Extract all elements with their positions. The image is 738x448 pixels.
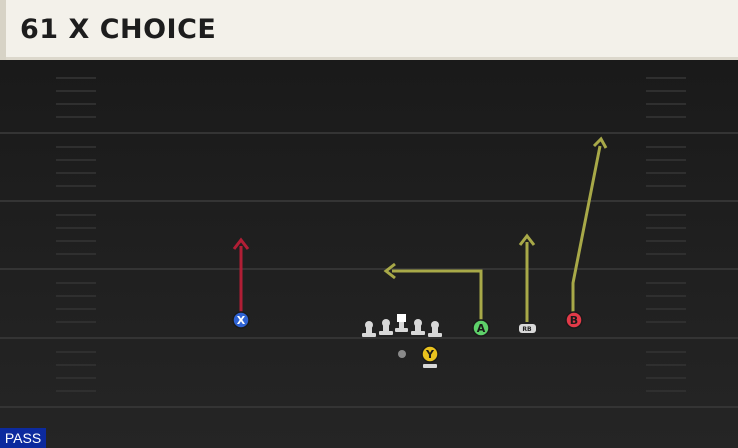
- right-tackle: [428, 321, 442, 337]
- player-a-label: A: [477, 322, 486, 335]
- player-y[interactable]: Y: [421, 345, 439, 368]
- play-title: 61 X CHOICE: [20, 14, 217, 45]
- player-y-label: Y: [425, 348, 435, 361]
- field-surface: [0, 60, 738, 448]
- offensive-line: [362, 314, 442, 337]
- player-x[interactable]: X: [232, 311, 250, 329]
- quarterback-marker: [398, 350, 406, 358]
- route-rb-vertical: [518, 233, 536, 322]
- player-b[interactable]: B: [565, 311, 583, 329]
- player-x-label: X: [237, 314, 246, 327]
- route-b-fade: [571, 136, 608, 312]
- route-a-out: [383, 262, 483, 320]
- hash-marks-right: [646, 77, 686, 392]
- left-tackle: [362, 321, 376, 337]
- yard-lines: [0, 132, 738, 408]
- center: [395, 314, 408, 332]
- player-rb[interactable]: RB: [519, 324, 536, 333]
- play-header: 61 X CHOICE: [0, 0, 738, 60]
- left-guard: [379, 319, 393, 335]
- player-y-stance: [423, 364, 437, 368]
- play-type-badge: PASS: [0, 428, 46, 448]
- player-b-label: B: [570, 314, 578, 327]
- header-edge: [0, 0, 6, 60]
- play-field: X A B Y RB: [0, 60, 738, 448]
- player-rb-label: RB: [522, 326, 532, 333]
- hash-marks-left: [56, 77, 96, 392]
- route-x-go: [232, 237, 250, 312]
- right-guard: [411, 319, 425, 335]
- player-a[interactable]: A: [472, 319, 490, 337]
